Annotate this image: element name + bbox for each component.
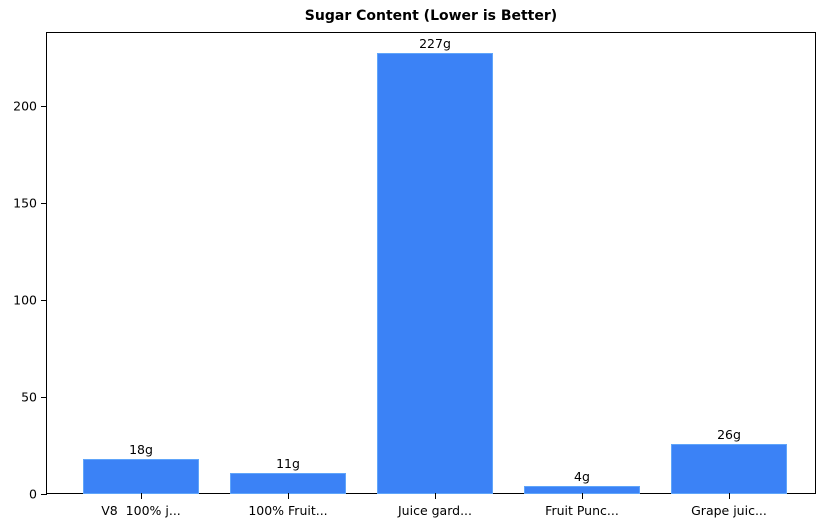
bar — [671, 443, 787, 494]
y-tick-label: 0 — [29, 486, 37, 502]
x-tick — [288, 493, 289, 499]
y-tick-label: 200 — [13, 98, 37, 114]
y-tick — [41, 299, 47, 301]
y-tick-label: 50 — [21, 389, 37, 405]
chart-title: Sugar Content (Lower is Better) — [304, 8, 558, 24]
x-tick-label: Fruit Punc... — [545, 503, 619, 518]
x-tick — [582, 493, 583, 499]
bar-value-label: 227g — [419, 36, 451, 52]
y-tick-label: 150 — [13, 195, 37, 211]
plot-area: 0 50 100 150 200 18g V8 100% j... 11g 100% Fruit… — [13, 32, 816, 518]
x-tick-label: 100% Fruit... — [248, 503, 328, 518]
x-tick-label: Juice gard... — [398, 503, 472, 518]
bar-value-label: 26g — [717, 426, 741, 442]
bar-value-label: 4g — [574, 469, 590, 485]
x-tick — [729, 493, 730, 499]
bar — [230, 472, 346, 494]
y-tick-label: 100 — [13, 292, 37, 308]
bar-value-label: 11g — [276, 455, 300, 471]
x-tick-label: V8 100% j... — [101, 503, 181, 518]
y-tick — [41, 202, 47, 204]
bar — [83, 459, 199, 494]
bar-value-label: 18g — [129, 442, 153, 458]
x-tick — [141, 493, 142, 499]
y-tick — [41, 494, 47, 495]
y-tick — [41, 396, 47, 398]
x-tick — [435, 493, 436, 499]
bar — [377, 53, 493, 494]
x-tick-label: Grape juic... — [691, 503, 767, 518]
y-tick — [41, 105, 47, 107]
